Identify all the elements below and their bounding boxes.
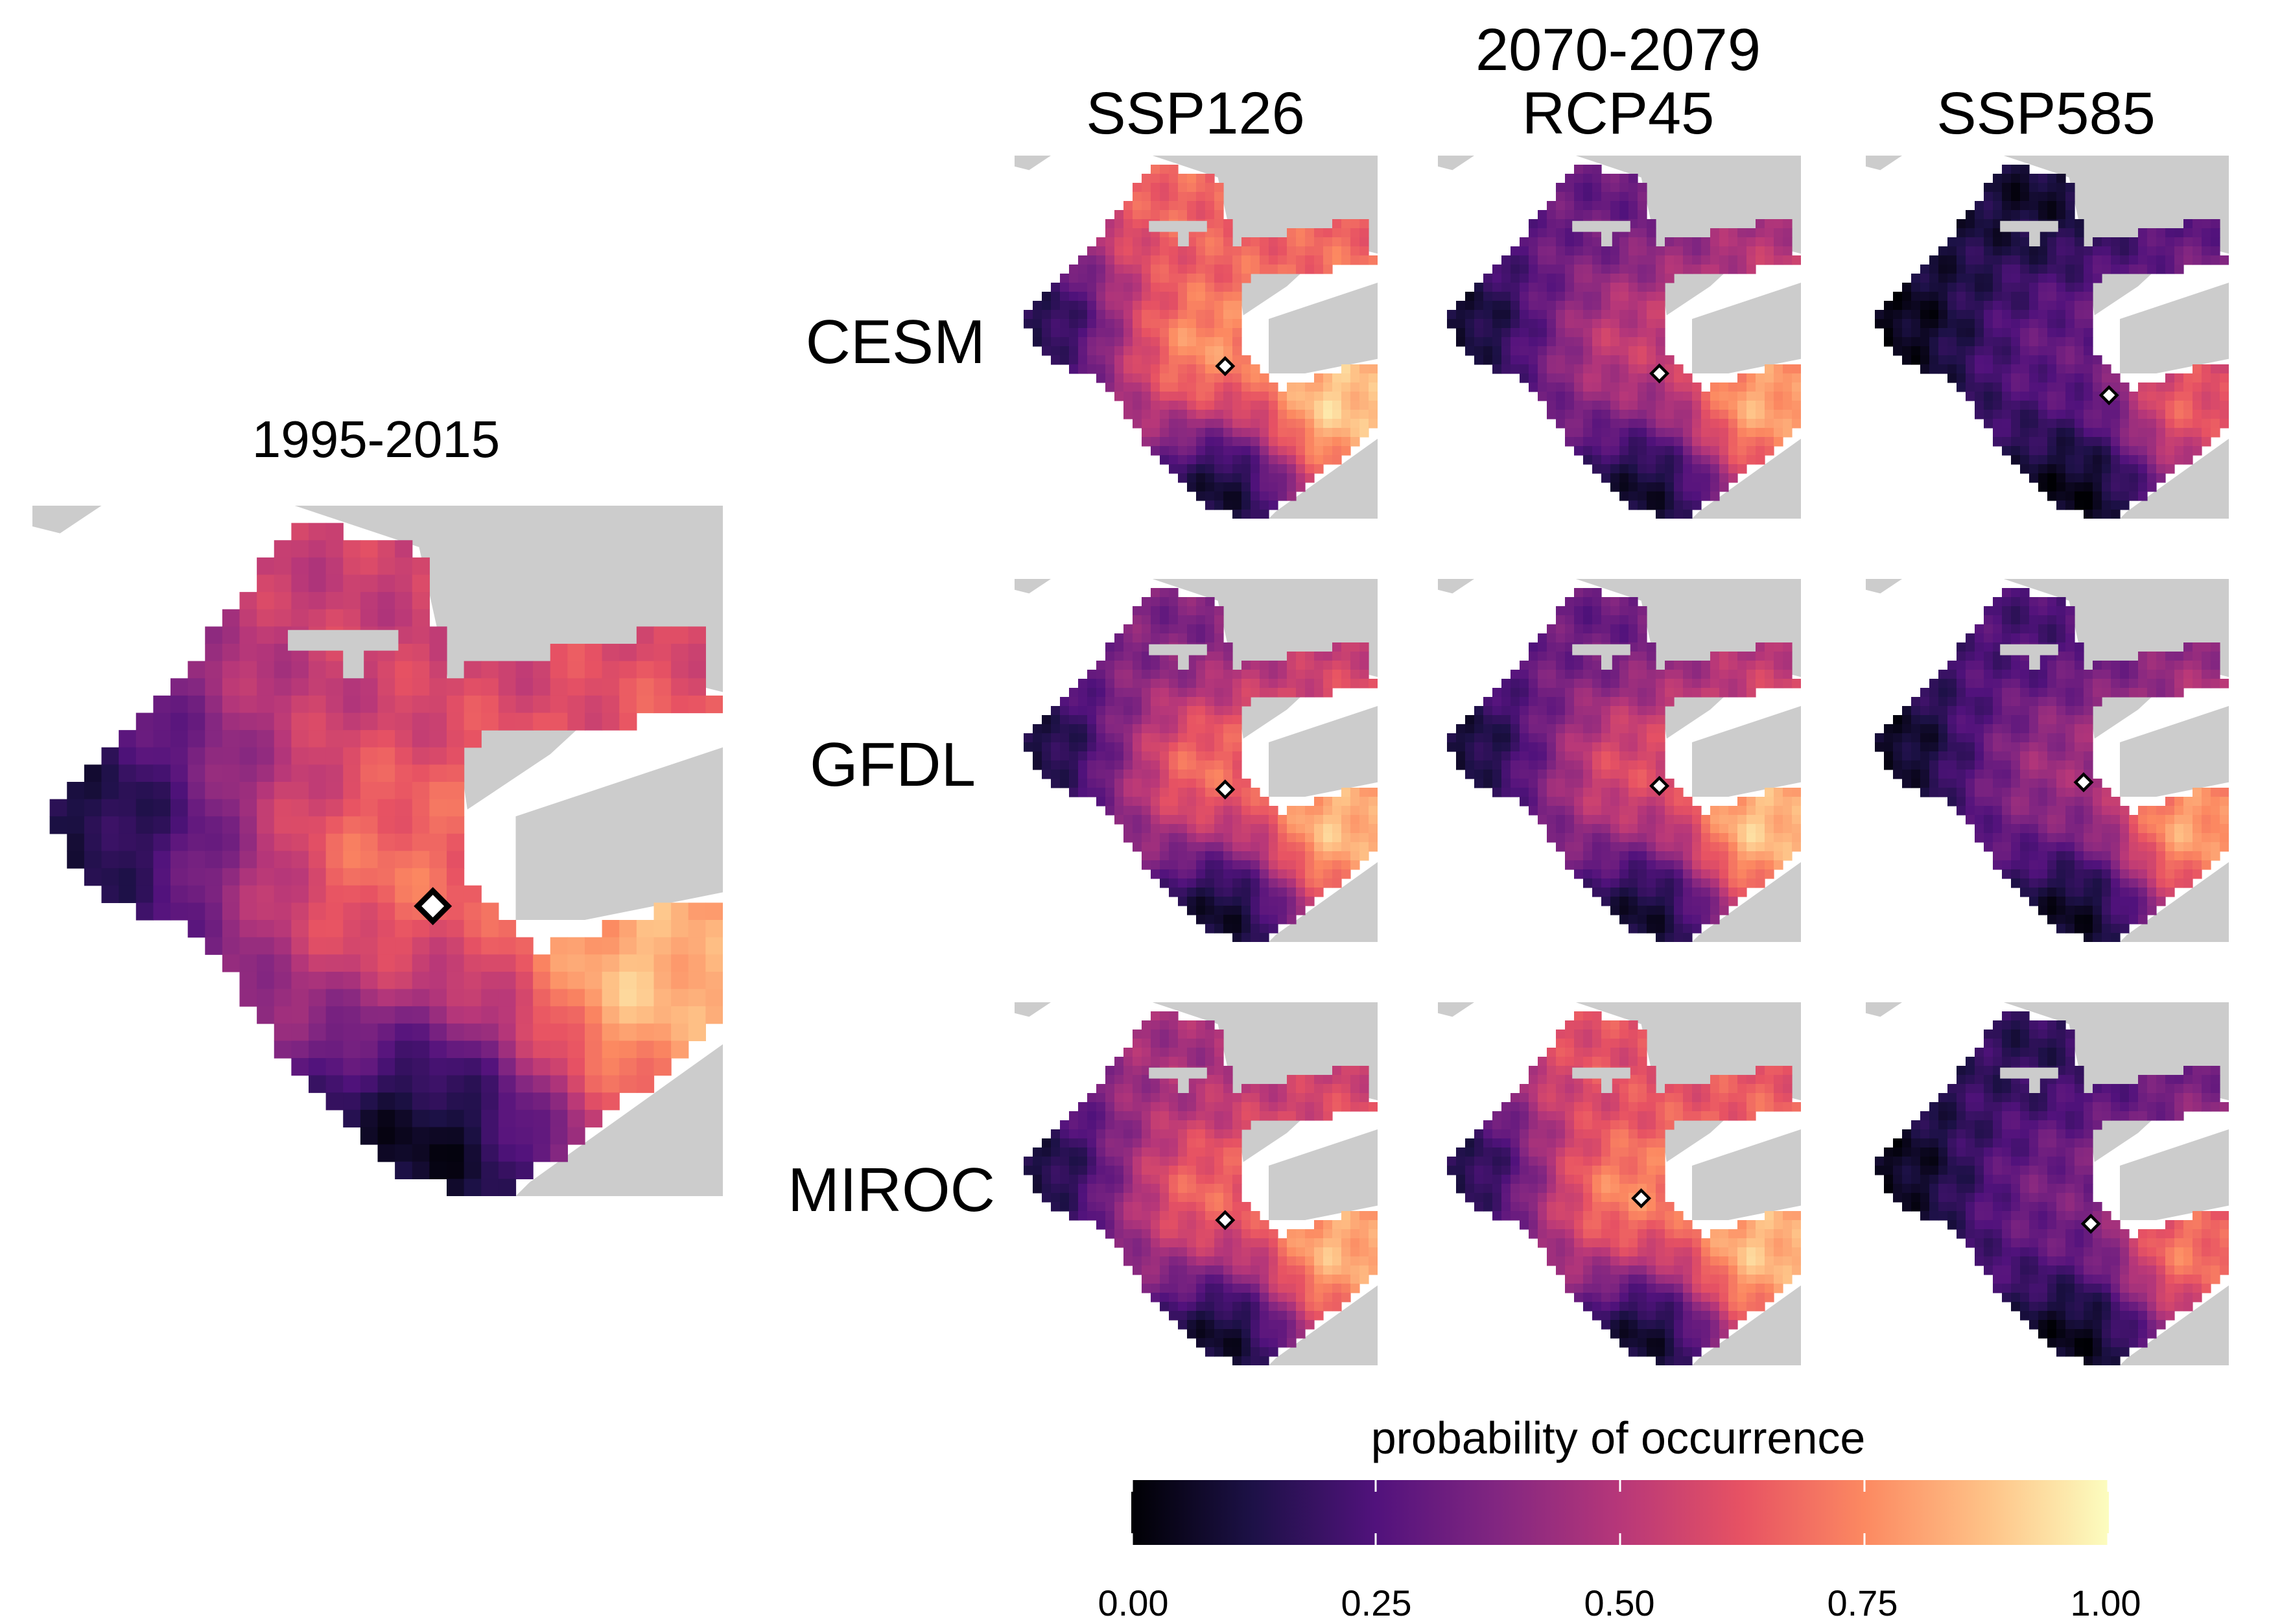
baseline-title: 1995-2015	[252, 410, 500, 469]
row-label-gfdl: GFDL	[810, 729, 976, 801]
land-east-icon	[2120, 1129, 2229, 1220]
legend-title: probability of occurrence	[1371, 1412, 1866, 1464]
land-northwest-icon	[1015, 1002, 1051, 1017]
land-northwest-icon	[32, 506, 102, 534]
colorbar	[1131, 1480, 2109, 1545]
legend-tick-4: 1.00	[2071, 1582, 2141, 1624]
land-northwest-icon	[1866, 579, 1902, 593]
land-east-icon	[1269, 1129, 1378, 1220]
map-miroc-ssp585	[1866, 1002, 2229, 1365]
baseline-map	[32, 506, 723, 1196]
map-cesm-ssp585	[1866, 156, 2229, 519]
land-east-icon	[1269, 706, 1378, 797]
column-label-ssp585: SSP585	[1936, 82, 2156, 145]
land-northwest-icon	[1438, 579, 1474, 593]
column-label-ssp126: SSP126	[1086, 82, 1305, 145]
land-northwest-icon	[1015, 156, 1051, 170]
land-east-icon	[1692, 706, 1801, 797]
land-northwest-icon	[1866, 1002, 1902, 1017]
land-east-icon	[1692, 283, 1801, 373]
map-cesm-ssp126	[1015, 156, 1378, 519]
land-northwest-icon	[1438, 156, 1474, 170]
row-label-cesm: CESM	[806, 307, 985, 378]
legend-tick-0: 0.00	[1098, 1582, 1169, 1624]
column-label-rcp45: RCP45	[1522, 82, 1715, 145]
legend-tick-1: 0.25	[1341, 1582, 1412, 1624]
map-miroc-rcp45	[1438, 1002, 1801, 1365]
map-gfdl-ssp126	[1015, 579, 1378, 942]
land-northwest-icon	[1438, 1002, 1474, 1017]
land-east-icon	[1269, 283, 1378, 373]
map-gfdl-ssp585	[1866, 579, 2229, 942]
land-east-icon	[2120, 283, 2229, 373]
map-miroc-ssp126	[1015, 1002, 1378, 1365]
map-gfdl-rcp45	[1438, 579, 1801, 942]
period-label: 2070-2079	[1475, 18, 1761, 82]
land-northwest-icon	[1015, 579, 1051, 593]
map-cesm-rcp45	[1438, 156, 1801, 519]
legend-tick-2: 0.50	[1584, 1582, 1655, 1624]
row-label-miroc: MIROC	[788, 1155, 995, 1226]
legend-tick-3: 0.75	[1828, 1582, 1898, 1624]
land-east-icon	[2120, 706, 2229, 797]
land-east-icon	[1692, 1129, 1801, 1220]
land-east-icon	[516, 747, 723, 920]
land-northwest-icon	[1866, 156, 1902, 170]
